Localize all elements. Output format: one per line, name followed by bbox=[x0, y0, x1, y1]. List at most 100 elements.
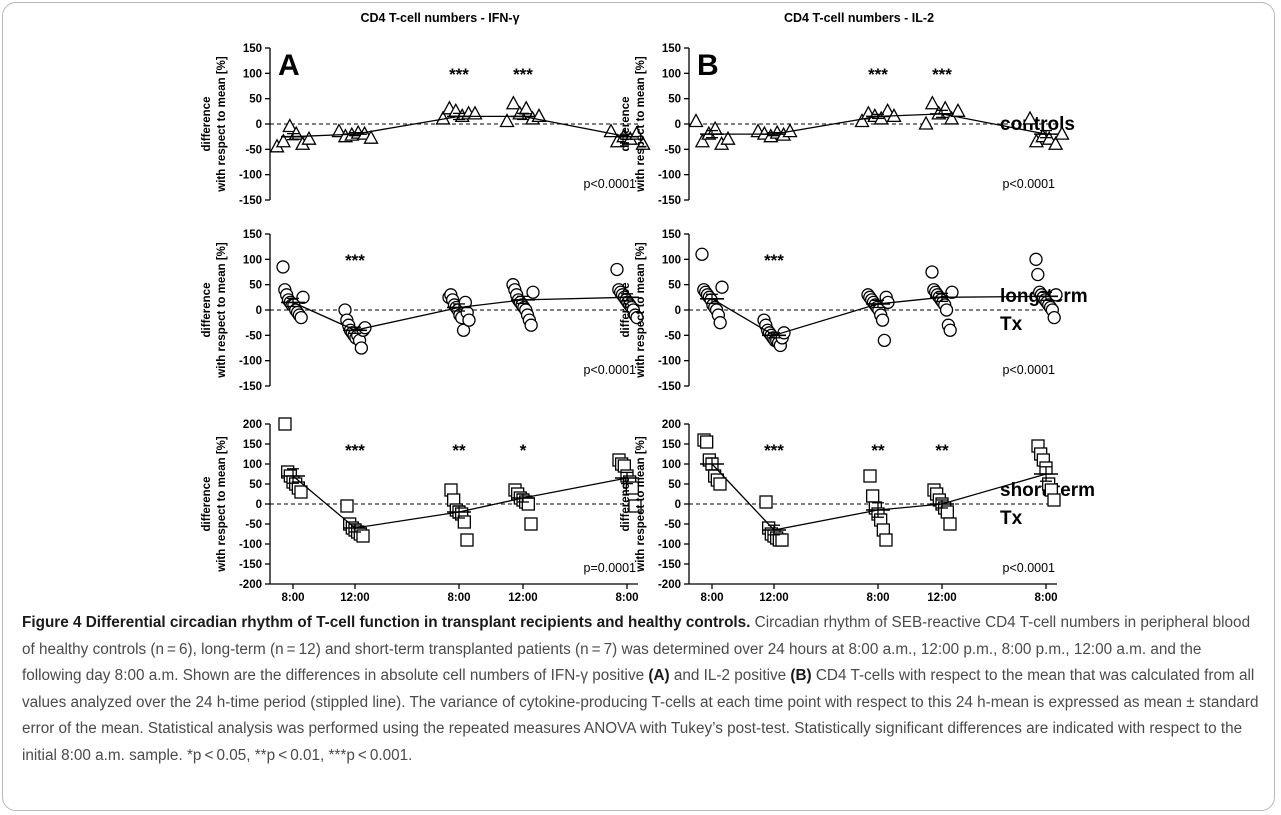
panel-b-row2-point-3-6 bbox=[943, 517, 957, 531]
panel-a-row2-significance-3: * bbox=[520, 441, 527, 460]
panel-a-row0-point-3-3 bbox=[518, 100, 534, 115]
panel-a-row1-point-1-9 bbox=[354, 341, 369, 355]
panel-b-row2-y-tick-label-200: 200 bbox=[662, 419, 681, 431]
panel-b-row0-y-tick-label--150: -150 bbox=[658, 195, 681, 207]
panel-a-row2-point-4-5 bbox=[625, 481, 639, 495]
panel-b-row0-y-tick-label--50: -50 bbox=[664, 144, 681, 156]
x-tick-label-1-4: 8:00 bbox=[1034, 592, 1057, 604]
panel-a-row2-point-4-6 bbox=[628, 499, 642, 513]
x-tick-label-1-3: 12:00 bbox=[927, 592, 956, 604]
panel-b-row0-mean-line bbox=[712, 113, 1047, 135]
panel-a-row1-y-tick-label-0: 0 bbox=[256, 305, 262, 317]
panel-a-row0-p-value: p<0.0001 bbox=[584, 177, 637, 191]
panel-b-row2-point-2-6 bbox=[879, 533, 893, 547]
panel-b-row1-point-3-10 bbox=[943, 323, 957, 337]
panel-b-row2-point-2-0 bbox=[863, 469, 877, 483]
panel-a-row1-significance-1: *** bbox=[345, 251, 365, 270]
panel-a-row2-point-0-0 bbox=[278, 417, 292, 431]
panel-a-row2-point-2-5 bbox=[457, 515, 471, 529]
panel-letter-a: A bbox=[278, 49, 300, 82]
panel-b-row1-point-3-11 bbox=[945, 285, 959, 299]
caption-text-2: and IL-2 positive bbox=[669, 667, 791, 684]
panel-a-row1-p-value: p<0.0001 bbox=[584, 363, 637, 377]
panel-b-row2-significance-3: ** bbox=[935, 441, 949, 460]
panel-b-row0-y-tick-label--100: -100 bbox=[658, 170, 681, 182]
panel-b-row1-point-4-1 bbox=[1031, 267, 1045, 282]
panel-b-row1-y-tick-label-100: 100 bbox=[662, 254, 681, 266]
panel-b-row0-point-0-1 bbox=[694, 133, 710, 148]
panel-a-row0-y-tick-label-100: 100 bbox=[243, 68, 262, 80]
panel-b-row0-point-3-0 bbox=[918, 115, 934, 130]
panel-a-row0-point-0-1 bbox=[275, 133, 291, 148]
panel-b-row0-point-0-0 bbox=[688, 113, 704, 128]
x-tick-label-1-0: 8:00 bbox=[700, 592, 723, 604]
panel-a-row2-significance-2: ** bbox=[452, 441, 466, 460]
panel-a-row2-significance-1: *** bbox=[345, 441, 365, 460]
panel-b-row1-y-axis-label-1: with respect to mean [%] bbox=[635, 242, 647, 379]
caption-title: Figure 4 Differential circadian rhythm o… bbox=[22, 614, 751, 631]
panel-b-row0-p-value: p<0.0001 bbox=[1003, 177, 1056, 191]
panel-a-row0-point-1-0 bbox=[331, 123, 347, 138]
panel-b-row0-point-3-4 bbox=[944, 110, 960, 125]
panel-a-row1-point-0-10 bbox=[294, 310, 308, 325]
figure-chart: CD4 T-cell numbers - IFN-γ A CD4 T-cell nu… bbox=[201, 11, 1095, 604]
panel-b-row2-significance-1: *** bbox=[764, 441, 784, 460]
panel-b-row2-y-axis-label-1: with respect to mean [%] bbox=[635, 436, 647, 573]
panel-a-row1-point-2-8 bbox=[456, 323, 471, 337]
panel-b-row2-point-0-6 bbox=[713, 477, 727, 491]
caption-panel-b-ref: (B) bbox=[790, 667, 812, 684]
panel-b-row1-y-tick-label-150: 150 bbox=[662, 229, 681, 241]
panel-b-row2-significance-2: ** bbox=[871, 441, 885, 460]
panel-a-row2-y-tick-label--100: -100 bbox=[239, 539, 262, 551]
panel-a-row1-point-2-11 bbox=[462, 313, 476, 327]
caption-panel-a-ref: (A) bbox=[648, 667, 670, 684]
panel-b-row2-p-value: p<0.0001 bbox=[1003, 561, 1056, 575]
panel-b-row0-y-axis-label-1: with respect to mean [%] bbox=[635, 56, 647, 193]
panel-b-row0-y-tick-label-150: 150 bbox=[662, 43, 681, 55]
panel-b-row1-point-2-9 bbox=[877, 333, 892, 348]
panel-b-row0-point-4-5 bbox=[1054, 125, 1070, 140]
x-tick-label-0-2: 8:00 bbox=[447, 592, 470, 604]
panel-a-row2-y-axis-label-0: difference bbox=[201, 477, 213, 532]
panel-b-row2-y-axis-label-0: difference bbox=[620, 477, 632, 532]
panel-a-row0-y-tick-label-150: 150 bbox=[243, 43, 262, 55]
x-tick-label-0-3: 12:00 bbox=[508, 592, 537, 604]
panel-a-row2-mean-line bbox=[292, 475, 628, 529]
panel-b-row2-y-tick-label-150: 150 bbox=[662, 439, 681, 451]
x-tick-label-0-1: 12:00 bbox=[340, 592, 369, 604]
panel-b-row1-point-4-11 bbox=[1049, 288, 1063, 302]
panel-a-row2-y-tick-label--150: -150 bbox=[239, 559, 262, 571]
panel-b-row1-y-tick-label-50: 50 bbox=[668, 280, 681, 292]
panel-a-row2-y-tick-label-200: 200 bbox=[243, 419, 262, 431]
panel-a-row2-point-3-6 bbox=[524, 517, 538, 531]
panel-b-row2-y-tick-label-0: 0 bbox=[675, 499, 681, 511]
panel-b-row2-point-4-6 bbox=[1047, 493, 1061, 507]
panel-b-row2-y-tick-label--100: -100 bbox=[658, 539, 681, 551]
panel-b-row1-y-tick-label--50: -50 bbox=[664, 330, 681, 342]
panel-a-row1-y-tick-label--100: -100 bbox=[239, 356, 262, 368]
panel-a-row2-y-tick-label--50: -50 bbox=[245, 519, 262, 531]
panel-a-row2-y-tick-label-100: 100 bbox=[243, 459, 262, 471]
panel-b-row2-y-tick-label--200: -200 bbox=[658, 579, 681, 591]
panel-a-row2-y-tick-label--200: -200 bbox=[239, 579, 262, 591]
panel-b-row2-y-tick-label--150: -150 bbox=[658, 559, 681, 571]
panel-a-row0-y-tick-label-0: 0 bbox=[256, 119, 262, 131]
panel-b-row2-point-0-1 bbox=[700, 435, 714, 449]
panel-b-row2-mean-line bbox=[711, 463, 1047, 531]
x-tick-label-1-2: 8:00 bbox=[866, 592, 889, 604]
panel-b-row0-point-0-5 bbox=[720, 130, 736, 145]
panel-a-row0-point-1-5 bbox=[363, 129, 379, 144]
panel-a-row1-point-3-10 bbox=[524, 318, 538, 332]
panel-b-row1-y-tick-label-0: 0 bbox=[675, 305, 681, 317]
panel-b-row1-y-axis-label-0: difference bbox=[620, 283, 632, 338]
panel-a-row1-y-tick-label--150: -150 bbox=[239, 381, 262, 393]
column-title-b: CD4 T-cell numbers - IL-2 bbox=[784, 11, 934, 25]
panel-b-row0-point-4-0 bbox=[1022, 110, 1038, 125]
panel-a-row2-point-1-6 bbox=[356, 529, 370, 543]
panel-b-row0-point-3-3 bbox=[937, 100, 953, 115]
panel-b-row1-point-4-0 bbox=[1029, 252, 1043, 266]
panel-b-row1-point-3-8 bbox=[939, 303, 954, 317]
panel-b-row0-point-4-4 bbox=[1048, 135, 1064, 150]
figure-caption: Figure 4 Differential circadian rhythm o… bbox=[22, 610, 1260, 769]
